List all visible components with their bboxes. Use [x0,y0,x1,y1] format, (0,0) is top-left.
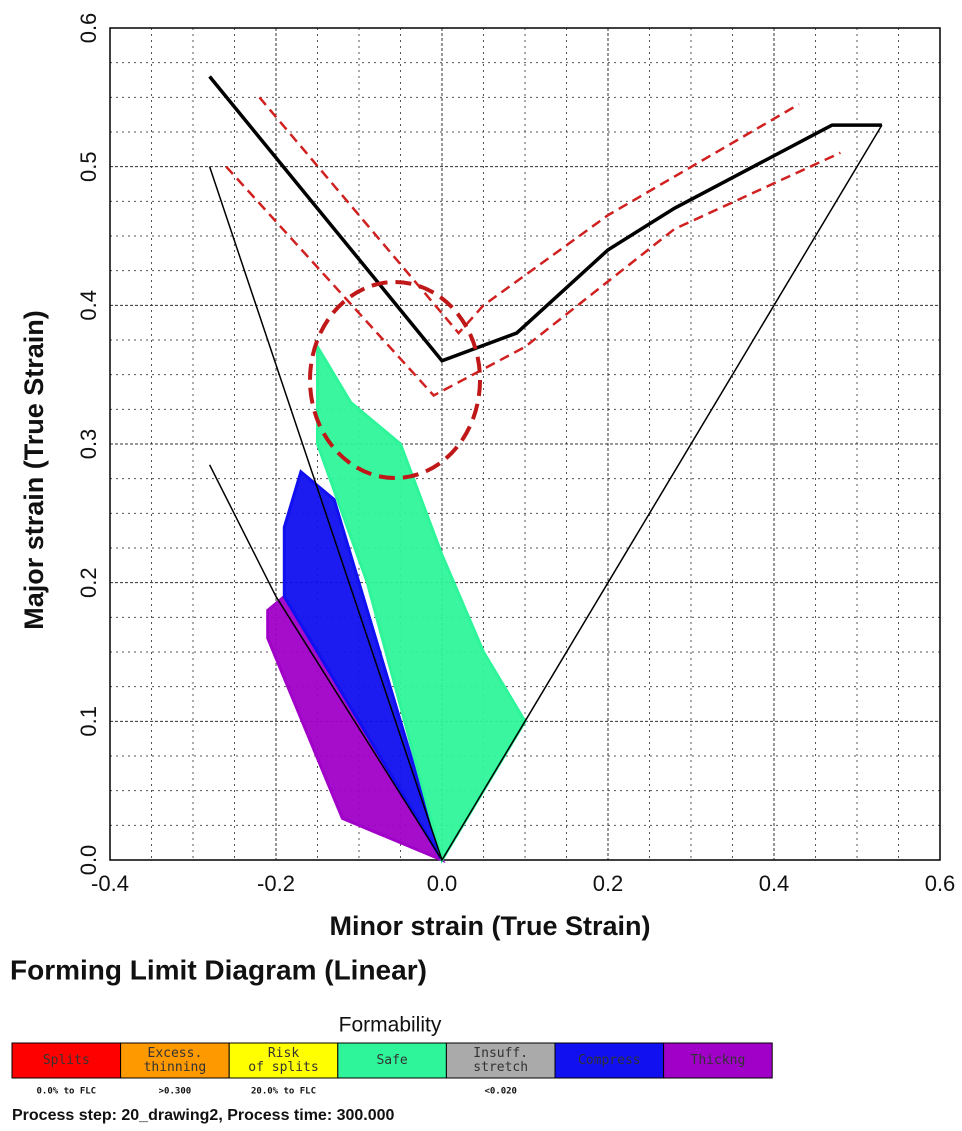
y-axis-title: Major strain (True Strain) [19,310,49,630]
legend-swatch [228,1042,339,1079]
legend-label: thinning [144,1060,207,1075]
y-tick-label: 0.0 [76,845,101,876]
legend-label: Insuff. [473,1046,528,1061]
curve [208,464,443,861]
y-tick-label: 0.2 [76,567,101,598]
legend-title: Formability [339,1014,442,1037]
curve [208,75,882,363]
legend-label: Excess. [148,1046,203,1061]
x-tick-label: 0.4 [759,871,790,896]
y-tick-label: 0.1 [76,706,101,737]
curve [225,151,841,398]
legend-swatch [120,1042,230,1079]
legend-swatch [554,1042,665,1079]
x-tick-label: 0.6 [925,871,956,896]
y-tick-label: 0.5 [76,151,101,182]
annotation-circle [308,280,482,480]
legend-note: >0.300 [159,1087,192,1097]
curve [258,96,800,335]
footer: Process step: 20_drawing2, Process time:… [12,1107,395,1124]
y-tick-label: 0.4 [76,290,101,321]
y-tick-label: 0.3 [76,429,101,460]
legend-swatch [663,1042,773,1079]
y-tick-label: 0.6 [76,13,101,44]
x-tick-label: -0.2 [257,871,295,896]
legend-label: Compress [578,1053,641,1068]
x-tick-label: 0.2 [593,871,624,896]
legend-note: 0.0% to FLC [36,1087,96,1097]
legend-label: of splits [248,1060,318,1075]
legend-label: Safe [376,1053,407,1068]
x-tick-label: -0.4 [91,871,129,896]
legend-note: <0.020 [484,1087,517,1097]
legend-label: Thickng [691,1053,746,1068]
chart-title: Forming Limit Diagram (Linear) [10,954,427,985]
legend-label: Splits [43,1053,90,1068]
x-tick-label: 0.0 [427,871,458,896]
x-axis-title: Minor strain (True Strain) [329,911,650,941]
legend-swatch [445,1042,556,1079]
legend-label: Risk [268,1046,299,1061]
legend-note: 20.0% to FLC [251,1087,316,1097]
legend-label: stretch [473,1060,528,1075]
legend-swatch [11,1042,122,1079]
plot-frame [109,27,941,861]
